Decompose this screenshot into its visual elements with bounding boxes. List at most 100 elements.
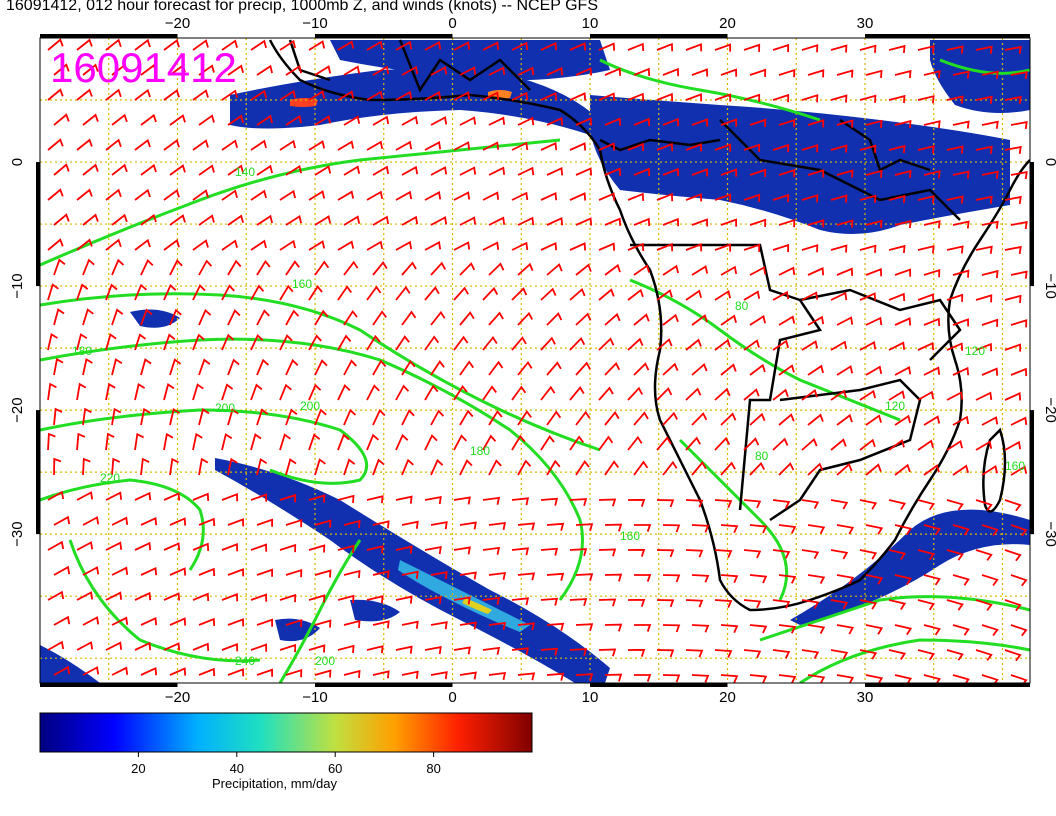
wind-barb bbox=[453, 384, 468, 401]
wind-barb bbox=[430, 216, 448, 226]
wind-barb bbox=[546, 522, 565, 531]
wind-barb bbox=[198, 114, 215, 126]
wind-barb bbox=[569, 435, 585, 451]
wind-barb bbox=[952, 366, 970, 376]
wind-barb bbox=[540, 287, 557, 301]
wind-barb bbox=[1010, 170, 1028, 180]
wind-barb bbox=[134, 382, 146, 401]
wind-barb bbox=[285, 408, 298, 426]
axis-frame bbox=[36, 34, 1034, 687]
wind-barb bbox=[749, 624, 768, 634]
wind-barb bbox=[221, 39, 238, 51]
wind-barb bbox=[221, 643, 239, 652]
wind-barb bbox=[975, 649, 993, 661]
wind-barb bbox=[569, 598, 588, 607]
wind-barb bbox=[47, 38, 64, 51]
wind-barb bbox=[975, 245, 993, 254]
wind-barb bbox=[772, 243, 790, 253]
wind-barb bbox=[743, 290, 761, 301]
wind-barb bbox=[343, 519, 361, 528]
wind-barb bbox=[772, 388, 789, 401]
wind-barb bbox=[1004, 440, 1022, 451]
wind-barb bbox=[807, 462, 824, 476]
wind-barb bbox=[459, 116, 477, 126]
wind-barb bbox=[772, 339, 789, 351]
wind-barb bbox=[807, 219, 825, 228]
wind-barb bbox=[372, 165, 390, 176]
wind-barb bbox=[227, 214, 244, 226]
wind-barb bbox=[772, 143, 790, 153]
wind-barb bbox=[221, 139, 238, 151]
wind-barb bbox=[517, 216, 535, 226]
wind-barb bbox=[76, 188, 93, 201]
wind-barb bbox=[424, 191, 442, 201]
wind-barb bbox=[714, 599, 733, 608]
wind-barb bbox=[714, 338, 731, 351]
wind-barb bbox=[401, 261, 417, 276]
wind-barb bbox=[923, 464, 940, 476]
wind-barb bbox=[714, 649, 733, 658]
wind-barb bbox=[163, 139, 180, 151]
wind-barb bbox=[540, 435, 555, 451]
wind-barb bbox=[372, 215, 390, 226]
wind-barb bbox=[82, 63, 99, 76]
wind-barb bbox=[424, 545, 442, 555]
wind-barb bbox=[482, 335, 498, 351]
wind-barb bbox=[946, 145, 964, 154]
wind-barb bbox=[430, 571, 448, 580]
wind-barb bbox=[308, 285, 323, 301]
wind-barb bbox=[401, 570, 419, 579]
wind-barb bbox=[691, 168, 709, 177]
wind-barb bbox=[714, 43, 732, 52]
wind-barb bbox=[134, 541, 152, 551]
wind-barb bbox=[250, 643, 268, 652]
wind-barb bbox=[749, 314, 766, 326]
wind-barb bbox=[221, 189, 238, 201]
wind-barb bbox=[546, 361, 562, 376]
colorbar-ticks: 20 40 60 80 bbox=[131, 752, 441, 776]
wind-barb bbox=[627, 242, 645, 251]
wind-barb bbox=[662, 117, 680, 127]
island-madagascar bbox=[982, 427, 1007, 513]
colorbar-tick-label: 60 bbox=[328, 761, 342, 776]
wind-barb bbox=[76, 432, 86, 451]
wind-barb bbox=[488, 360, 504, 376]
wind-barb bbox=[482, 41, 500, 51]
wind-barb bbox=[343, 115, 361, 126]
wind-barb bbox=[888, 439, 905, 451]
wind-barb bbox=[395, 90, 413, 101]
wind-barb bbox=[656, 387, 673, 401]
wind-barb bbox=[778, 218, 796, 228]
wind-barb bbox=[778, 462, 795, 476]
wind-barb bbox=[546, 263, 563, 276]
wind-barb bbox=[459, 262, 476, 276]
wind-barb bbox=[830, 194, 848, 203]
border-3 bbox=[769, 378, 922, 522]
wind-barb bbox=[807, 624, 826, 635]
wind-barb bbox=[1010, 367, 1028, 377]
wind-barb bbox=[888, 341, 906, 351]
wind-barb bbox=[76, 591, 94, 601]
wind-barb bbox=[952, 574, 970, 586]
wind-barb bbox=[894, 624, 913, 636]
wind-barb bbox=[372, 570, 390, 579]
wind-barb bbox=[279, 39, 296, 51]
wind-barb bbox=[285, 260, 300, 276]
wind-barb bbox=[424, 286, 440, 301]
wind-barb bbox=[952, 524, 970, 536]
wind-barb bbox=[250, 593, 268, 602]
wind-barb bbox=[337, 90, 355, 101]
wind-barb bbox=[314, 115, 332, 126]
wind-barb bbox=[53, 308, 65, 326]
wind-barb bbox=[169, 407, 180, 426]
wind-barb bbox=[337, 594, 355, 603]
wind-barb bbox=[221, 433, 233, 451]
lat-label-left: −20 bbox=[9, 397, 26, 422]
wind-barb bbox=[830, 44, 848, 53]
wind-barb bbox=[163, 39, 180, 51]
wind-barb bbox=[1010, 524, 1028, 537]
frame-segment-bottom bbox=[315, 683, 453, 687]
wind-barb bbox=[134, 432, 145, 451]
wind-barb bbox=[285, 568, 303, 578]
wind-barb bbox=[604, 673, 623, 682]
